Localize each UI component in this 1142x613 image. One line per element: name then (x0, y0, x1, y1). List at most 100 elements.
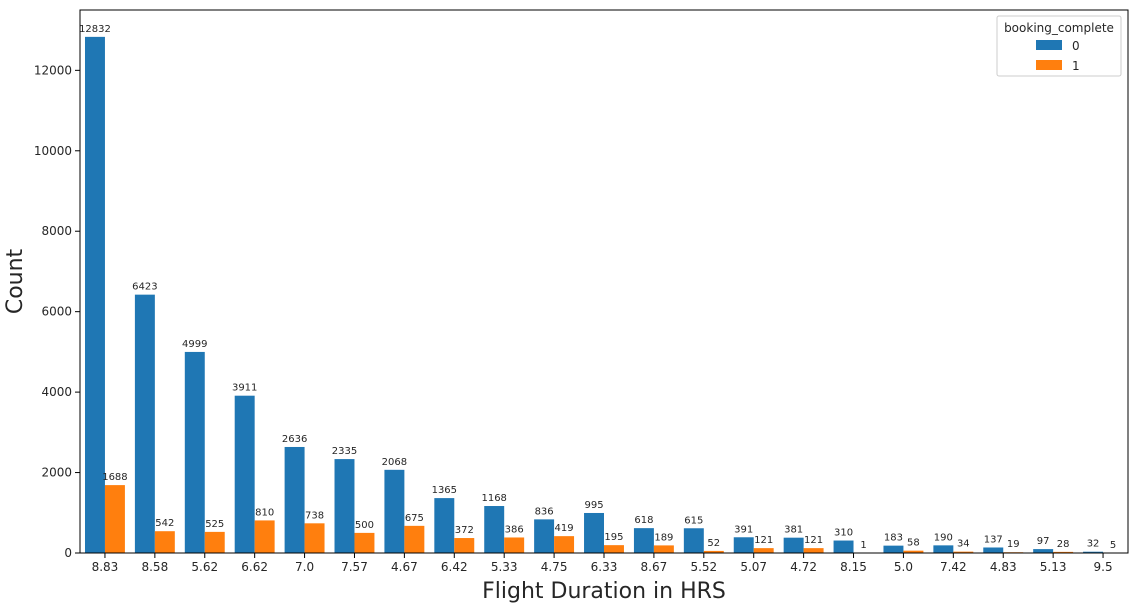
legend-label-series-0: 0 (1072, 39, 1080, 53)
bar-series-1-8.58 (154, 531, 175, 553)
y-axis: 0 2000 4000 6000 8000 10000 12000 (34, 63, 80, 560)
data-label-series-1-4.83: 19 (1007, 539, 1020, 550)
bar-series-1-7.0 (304, 523, 325, 553)
data-label-series-1-5.52: 52 (707, 538, 720, 549)
data-label-series-0-5.52: 615 (684, 515, 703, 526)
x-tick-label: 8.58 (141, 560, 168, 574)
x-tick-label: 5.0 (894, 560, 913, 574)
bar-series-0-5.13 (1033, 549, 1054, 553)
x-tick-label: 6.42 (441, 560, 468, 574)
bar-series-1-5.52 (703, 550, 724, 553)
bar-series-0-4.72 (783, 537, 804, 553)
bar-series-1-4.72 (803, 548, 824, 553)
bar-series-0-4.67 (384, 469, 405, 553)
y-tick-label: 2000 (41, 466, 72, 480)
data-label-series-1-7.57: 500 (355, 520, 374, 531)
y-tick-label: 10000 (34, 144, 72, 158)
data-label-series-0-5.07: 391 (734, 524, 753, 535)
data-label-series-1-5.62: 525 (205, 519, 224, 530)
bar-series-0-4.75 (534, 519, 555, 553)
x-tick-label: 8.83 (92, 560, 119, 574)
x-axis: 8.83 8.58 5.62 6.62 7.0 7.57 4.67 6.42 5.33 4.75 6… (92, 553, 1113, 574)
data-label-series-0-8.67: 618 (634, 515, 653, 526)
legend: booking_complete 0 1 (996, 15, 1122, 77)
bar-series-1-5.0 (903, 550, 924, 553)
x-tick-label: 7.0 (295, 560, 314, 574)
bar-series-0-9.5 (1083, 551, 1104, 553)
bar-series-0-7.57 (334, 459, 355, 553)
bar-series-0-5.07 (733, 537, 754, 553)
legend-label-series-1: 1 (1072, 59, 1080, 73)
x-tick-label: 5.13 (1040, 560, 1067, 574)
bar-series-1-5.13 (1053, 551, 1074, 553)
x-tick-label: 6.62 (241, 560, 268, 574)
bar-series-1-8.83 (104, 485, 125, 553)
data-label-series-1-4.67: 675 (405, 513, 424, 524)
data-label-series-1-5.33: 386 (505, 524, 524, 535)
data-label-series-0-5.13: 97 (1037, 536, 1050, 547)
data-label-series-1-6.42: 372 (455, 525, 474, 536)
x-tick-label: 5.62 (191, 560, 218, 574)
bar-series-0-5.62 (184, 351, 205, 553)
bar-series-0-6.62 (234, 395, 255, 553)
bar-series-1-6.62 (254, 520, 275, 553)
data-label-series-0-5.33: 1168 (481, 493, 506, 504)
data-label-series-0-4.67: 2068 (382, 457, 407, 468)
bar-series-1-4.75 (554, 536, 575, 553)
data-label-series-1-8.58: 542 (155, 518, 174, 529)
x-tick-label: 6.33 (591, 560, 618, 574)
bar-series-0-7.42 (933, 545, 954, 553)
bar-series-0-4.83 (983, 547, 1004, 553)
bar-series-1-5.07 (753, 548, 774, 553)
data-label-series-0-7.57: 2335 (332, 446, 357, 457)
data-label-series-0-7.0: 2636 (282, 434, 307, 445)
data-label-series-1-7.0: 738 (305, 510, 324, 521)
x-tick-label: 5.52 (690, 560, 717, 574)
bar-series-1-8.67 (653, 545, 674, 553)
x-tick-label: 7.57 (341, 560, 368, 574)
bar-series-0-7.0 (284, 446, 305, 553)
data-label-series-1-7.42: 34 (957, 539, 970, 550)
x-tick-label: 4.75 (541, 560, 568, 574)
bars-layer (84, 36, 1124, 553)
data-label-series-0-4.72: 381 (784, 525, 803, 536)
y-tick-label: 6000 (41, 305, 72, 319)
data-label-series-0-9.5: 32 (1087, 539, 1100, 550)
data-labels-layer: 1283264234999391126362335206813651168836… (79, 24, 1116, 551)
data-label-series-1-6.62: 810 (255, 507, 274, 518)
data-label-series-0-5.0: 183 (884, 533, 903, 544)
bar-series-0-8.67 (633, 528, 654, 553)
data-label-series-0-8.58: 6423 (132, 282, 157, 293)
data-label-series-1-9.5: 5 (1110, 540, 1116, 551)
x-axis-title: Flight Duration in HRS (482, 579, 726, 604)
data-label-series-0-6.33: 995 (584, 500, 603, 511)
data-label-series-0-5.62: 4999 (182, 339, 207, 350)
x-tick-label: 4.83 (990, 560, 1017, 574)
data-label-series-1-6.33: 195 (604, 532, 623, 543)
bar-series-0-8.83 (84, 36, 105, 553)
legend-title: booking_complete (1004, 21, 1114, 35)
bar-series-0-6.33 (584, 512, 604, 553)
bar-series-0-5.0 (883, 545, 904, 553)
data-label-series-1-5.13: 28 (1057, 539, 1070, 550)
data-label-series-0-4.83: 137 (984, 534, 1003, 545)
data-label-series-1-4.72: 121 (804, 535, 823, 546)
legend-swatch-series-0 (1036, 40, 1062, 50)
data-label-series-1-4.75: 419 (555, 523, 574, 534)
x-tick-label: 8.15 (840, 560, 867, 574)
data-label-series-0-7.42: 190 (934, 532, 953, 543)
y-tick-label: 4000 (41, 385, 72, 399)
data-label-series-1-8.83: 1688 (102, 472, 127, 483)
bar-series-0-8.15 (833, 540, 854, 553)
data-label-series-0-8.83: 12832 (79, 24, 111, 35)
y-tick-label: 12000 (34, 63, 72, 77)
legend-swatch-series-1 (1036, 60, 1062, 70)
y-axis-title: Count (3, 248, 28, 314)
bar-series-0-5.52 (683, 528, 704, 553)
y-tick-label: 8000 (41, 224, 72, 238)
x-tick-label: 7.42 (940, 560, 967, 574)
data-label-series-1-5.07: 121 (754, 535, 773, 546)
data-label-series-1-5.0: 58 (907, 538, 920, 549)
x-tick-label: 8.67 (641, 560, 668, 574)
data-label-series-0-6.62: 3911 (232, 383, 257, 394)
